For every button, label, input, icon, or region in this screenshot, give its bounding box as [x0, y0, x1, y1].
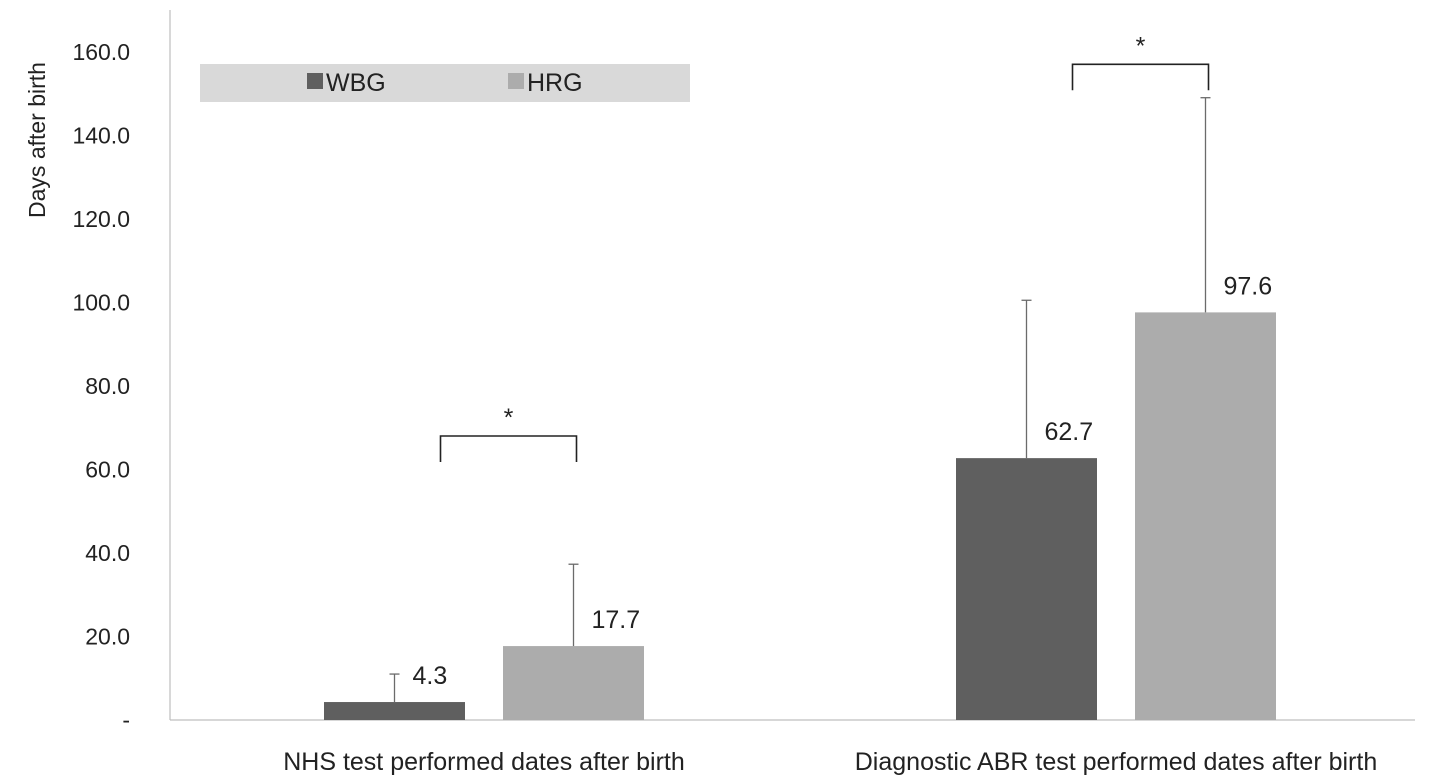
axes: - 20.0 40.0 60.0 80.0 100.0 120.0 140.0 160.0 Day… — [24, 10, 1415, 733]
y-axis-title: Days after birth — [24, 62, 50, 218]
legend-box — [200, 64, 690, 102]
bar-wbg-0 — [324, 702, 465, 720]
category-label: Diagnostic ABR test performed dates afte… — [855, 748, 1377, 776]
bar-hrg-0 — [503, 646, 644, 720]
significance-bracket — [1071, 63, 1210, 91]
significance-marker: * — [504, 404, 514, 432]
data-label: 17.7 — [592, 606, 641, 634]
data-label: 62.7 — [1045, 418, 1094, 446]
y-tick-label: 140.0 — [72, 122, 130, 148]
y-tick-label: 100.0 — [72, 289, 130, 315]
legend-label: HRG — [527, 69, 583, 97]
data-label: 4.3 — [413, 662, 448, 690]
legend-label: WBG — [326, 69, 386, 97]
labels: NHS test performed dates after birth Diag… — [283, 32, 1377, 776]
bar-wbg-1 — [956, 458, 1097, 720]
legend-swatch-hrg — [508, 73, 524, 89]
data-label: 97.6 — [1224, 272, 1273, 300]
y-tick-label: 120.0 — [72, 206, 130, 232]
legend: WBG HRG — [200, 64, 690, 102]
category-label: NHS test performed dates after birth — [283, 748, 685, 776]
y-tick-label: - — [122, 707, 130, 733]
y-tick-label: 20.0 — [85, 623, 130, 649]
y-tick-label: 60.0 — [85, 456, 130, 482]
bars — [324, 97, 1276, 720]
y-tick-label: 80.0 — [85, 373, 130, 399]
y-tick-label: 40.0 — [85, 540, 130, 566]
bar-hrg-1 — [1135, 312, 1276, 720]
significance-bracket — [439, 435, 578, 462]
y-tick-label: 160.0 — [72, 39, 130, 65]
legend-swatch-wbg — [307, 73, 323, 89]
significance-marker: * — [1136, 32, 1146, 60]
